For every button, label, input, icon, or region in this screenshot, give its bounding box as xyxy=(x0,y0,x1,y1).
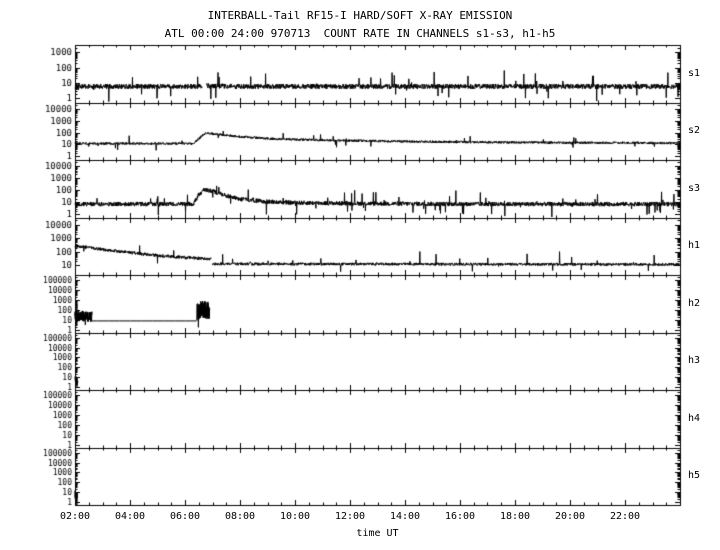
panel-label-h1: h1 xyxy=(688,240,701,252)
panel-label-s2: s2 xyxy=(688,125,701,137)
panel-label-h5: h5 xyxy=(688,470,701,482)
x-tick-label-10:00: 10:00 xyxy=(279,511,311,522)
x-tick-label-18:00: 18:00 xyxy=(499,511,531,522)
x-tick-label-14:00: 14:00 xyxy=(389,511,421,522)
x-tick-label-04:00: 04:00 xyxy=(114,511,146,522)
x-tick-label-06:00: 06:00 xyxy=(169,511,201,522)
panel-label-h3: h3 xyxy=(688,355,701,367)
x-tick-label-16:00: 16:00 xyxy=(444,511,476,522)
x-tick-label-08:00: 08:00 xyxy=(224,511,256,522)
panel-label-s3: s3 xyxy=(688,182,701,194)
x-tick-label-02:00: 02:00 xyxy=(59,511,91,522)
x-tick-label-12:00: 12:00 xyxy=(334,511,366,522)
x-tick-label-20:00: 20:00 xyxy=(554,511,586,522)
panel-label-s1: s1 xyxy=(688,67,701,79)
panel-label-h4: h4 xyxy=(688,412,701,424)
x-axis-title: time UT xyxy=(356,528,399,539)
panel-label-h2: h2 xyxy=(688,297,701,309)
x-tick-label-22:00: 22:00 xyxy=(609,511,641,522)
